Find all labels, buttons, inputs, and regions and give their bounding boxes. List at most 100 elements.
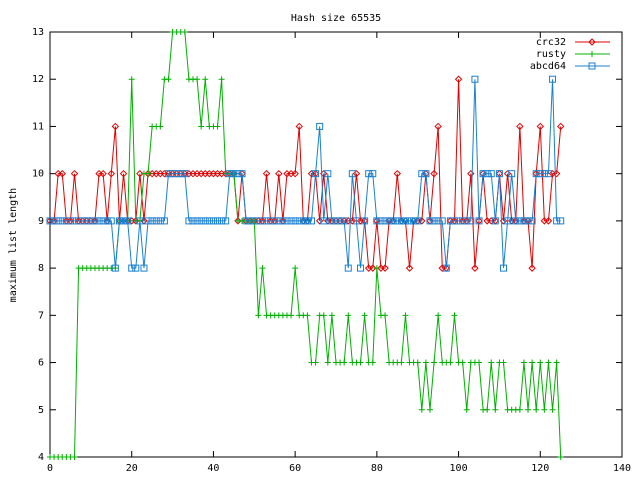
point	[54, 217, 62, 225]
point	[295, 122, 303, 131]
point	[557, 454, 564, 460]
point	[107, 169, 115, 178]
point	[369, 170, 377, 178]
point	[431, 359, 438, 366]
point	[299, 217, 307, 225]
point	[258, 217, 266, 225]
point	[111, 264, 119, 272]
point	[529, 359, 536, 366]
point	[83, 217, 91, 225]
point	[255, 312, 262, 319]
x-tick-label: 40	[207, 463, 219, 474]
y-tick-label: 9	[38, 216, 44, 227]
point	[483, 170, 491, 178]
point	[398, 359, 405, 366]
point	[414, 217, 422, 225]
point	[201, 217, 209, 225]
point	[288, 312, 295, 319]
point	[488, 359, 495, 366]
point	[434, 122, 442, 131]
point	[405, 264, 414, 272]
point	[341, 359, 348, 366]
point	[140, 217, 148, 225]
point	[209, 217, 217, 225]
point	[115, 217, 123, 225]
point	[198, 123, 205, 130]
point	[71, 217, 79, 225]
point	[508, 170, 516, 178]
point	[111, 122, 120, 131]
point	[336, 217, 344, 225]
point	[393, 217, 401, 225]
point	[418, 217, 426, 225]
point	[263, 217, 271, 225]
point	[99, 169, 107, 178]
point	[402, 312, 409, 319]
point	[475, 217, 483, 225]
point	[365, 170, 373, 178]
point	[553, 217, 561, 225]
point	[152, 217, 160, 225]
point	[181, 170, 189, 178]
point	[145, 170, 152, 177]
point	[214, 217, 222, 225]
point	[528, 217, 536, 225]
y-tick-label: 7	[38, 310, 44, 321]
point	[148, 217, 156, 225]
y-tick-label: 10	[32, 169, 44, 180]
chart-title: Hash size 65535	[291, 13, 381, 24]
point	[549, 406, 556, 413]
point	[447, 359, 454, 366]
point	[541, 406, 548, 413]
point	[525, 406, 532, 413]
point	[246, 217, 254, 225]
point	[250, 217, 258, 225]
point	[107, 217, 115, 225]
point	[144, 217, 152, 225]
point	[467, 217, 475, 225]
point	[357, 359, 364, 366]
point	[369, 264, 377, 272]
point	[491, 217, 499, 225]
point	[442, 264, 450, 272]
legend-marker	[588, 38, 596, 46]
point	[124, 217, 132, 225]
x-tick-label: 140	[613, 463, 631, 474]
y-tick-label: 12	[32, 74, 44, 85]
point	[91, 217, 99, 225]
point	[361, 217, 369, 225]
point	[418, 170, 426, 178]
point	[476, 359, 482, 366]
point	[165, 76, 172, 83]
point	[95, 217, 103, 225]
legend-marker	[589, 51, 595, 57]
point	[377, 217, 385, 225]
point	[291, 169, 299, 178]
point	[430, 169, 438, 178]
point	[345, 312, 352, 319]
point	[536, 170, 544, 178]
point	[544, 170, 552, 178]
point	[75, 217, 83, 225]
point	[119, 169, 128, 178]
point	[169, 170, 177, 178]
point	[532, 170, 540, 178]
point	[352, 169, 361, 178]
point	[459, 359, 466, 366]
y-tick-label: 11	[32, 121, 44, 132]
point	[238, 170, 246, 178]
point	[71, 454, 78, 460]
point	[292, 265, 299, 272]
point	[189, 217, 197, 225]
point	[512, 217, 520, 225]
point	[422, 170, 430, 178]
point	[197, 217, 205, 225]
point	[446, 217, 454, 225]
point	[348, 170, 356, 178]
point	[381, 264, 389, 272]
point	[467, 169, 475, 178]
point	[267, 217, 275, 225]
point	[254, 217, 262, 225]
point	[316, 122, 324, 130]
point	[283, 217, 291, 225]
